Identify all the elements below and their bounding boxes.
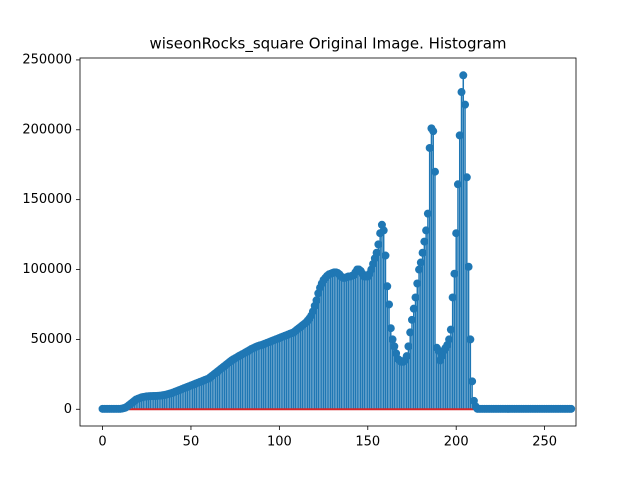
stem-marker [567, 404, 576, 413]
x-tick-label: 100 [267, 435, 292, 450]
y-tick-label: 150000 [22, 192, 72, 207]
stem-marker [457, 88, 466, 97]
stem-marker [379, 226, 388, 235]
y-tick-label: 250000 [22, 52, 72, 67]
x-tick-label: 50 [183, 435, 200, 450]
stem-marker [402, 352, 411, 361]
stem-marker [423, 209, 432, 218]
stem-marker [409, 304, 418, 313]
stem-marker [383, 282, 392, 291]
stem-marker [453, 180, 462, 189]
stem-marker [464, 262, 473, 271]
x-tick-label: 200 [444, 435, 469, 450]
stem-marker [416, 258, 425, 267]
stem-marker [372, 248, 381, 257]
stem-marker [420, 237, 429, 246]
stem-marker [461, 100, 470, 109]
stem-marker [452, 229, 461, 238]
stem-marker [430, 167, 439, 176]
axes-frame [79, 57, 577, 427]
stem-marker [446, 325, 455, 334]
stem-marker [418, 248, 427, 257]
stem-marker [411, 293, 420, 302]
stem-marker [429, 127, 438, 136]
stem-marker [381, 251, 390, 260]
stem-marker [386, 324, 395, 333]
stem-marker [312, 296, 321, 305]
x-tick-label: 0 [98, 435, 106, 450]
chart-title: wiseonRocks_square Original Image. Histo… [150, 35, 507, 54]
stem-marker [462, 173, 471, 182]
stem-marker [466, 335, 475, 344]
y-tick-label: 200000 [22, 122, 72, 137]
stem-marker [450, 269, 459, 278]
x-tick-label: 150 [355, 435, 380, 450]
y-tick-label: 100000 [22, 262, 72, 277]
y-tick-label: 50000 [31, 332, 72, 347]
x-tick-label: 250 [532, 435, 557, 450]
stem-marker [425, 143, 434, 152]
stem-marker [415, 265, 424, 274]
stem-marker [413, 279, 422, 288]
stem-marker [455, 131, 464, 140]
stem-marker [406, 328, 415, 337]
stem-marker [374, 240, 383, 249]
stem-marker [448, 293, 457, 302]
stem-marker [385, 300, 394, 309]
stem-marker [404, 342, 413, 351]
stem-marker [388, 335, 397, 344]
stem-marker [422, 226, 431, 235]
stem-marker [459, 71, 468, 80]
stem-marker [390, 342, 399, 351]
stem-marker [468, 377, 477, 386]
stem-marker [407, 315, 416, 324]
stem-marker [445, 335, 454, 344]
y-tick-label: 0 [64, 402, 72, 417]
